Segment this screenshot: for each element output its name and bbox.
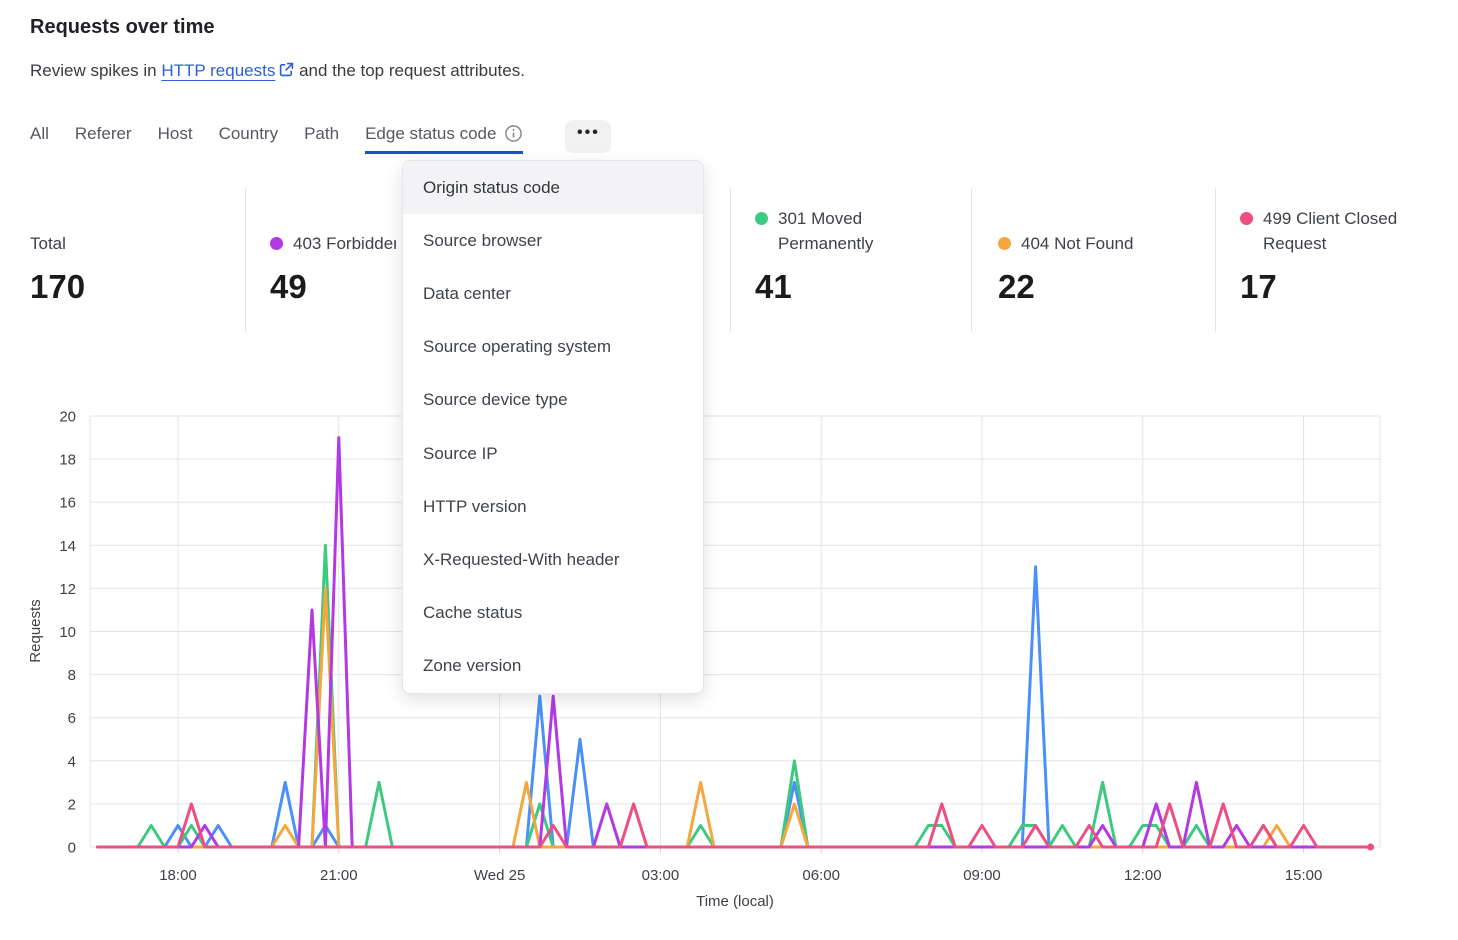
svg-text:14: 14 [59,538,76,555]
svg-text:8: 8 [68,667,76,684]
svg-text:18:00: 18:00 [159,867,197,884]
stat-label: Total [30,234,66,253]
page-title: Requests over time [30,16,215,38]
stat-value: 49 [270,268,307,305]
stat-value: 41 [755,268,792,305]
svg-text:16: 16 [59,495,76,512]
stat-value: 170 [30,268,86,305]
svg-text:12: 12 [59,581,76,598]
info-icon[interactable] [504,124,523,143]
legend-dot-403 [270,237,283,250]
http-requests-link[interactable]: HTTP requests [161,61,276,80]
menu-item-http-version[interactable]: HTTP version [423,496,527,516]
stat-label: 404 Not Found [1021,234,1134,253]
svg-text:Wed 25: Wed 25 [474,867,525,884]
svg-text:6: 6 [68,710,76,727]
more-tabs-button[interactable]: ••• [565,119,612,153]
tab-referer[interactable]: Referer [74,123,132,143]
x-axis-label: Time (local) [696,893,774,910]
stat-label: 301 Moved Permanently [778,209,874,253]
menu-item-data-center[interactable]: Data center [423,283,511,303]
svg-text:2: 2 [68,796,76,813]
external-link-icon [279,62,294,82]
stat-label: 499 Client Closed Request [1263,209,1398,253]
svg-text:20: 20 [59,409,76,426]
subtitle-suffix: and the top request attributes. [294,61,525,80]
divider [1215,188,1216,332]
subtitle: Review spikes in HTTP requests and the t… [30,61,525,82]
menu-item-source-device-type[interactable]: Source device type [423,390,568,410]
tab-path[interactable]: Path [304,123,340,143]
svg-text:21:00: 21:00 [320,867,358,884]
stat-value: 17 [1240,268,1277,305]
tab-country[interactable]: Country [218,123,279,143]
menu-item-x-requested-with-header[interactable]: X-Requested-With header [423,549,620,569]
tab-host[interactable]: Host [157,123,193,143]
stat-card-404-not-found: 404 Not Found 22 [998,196,1188,306]
divider [971,188,972,332]
menu-item-source-ip[interactable]: Source IP [423,443,498,463]
stat-card-301-moved-permanently: 301 Moved Permanently 41 [755,196,935,306]
stats-row: Total 170 403 Forbidden 49 301 Moved Per… [0,188,1458,336]
divider [245,188,246,332]
subtitle-prefix: Review spikes in [30,61,162,80]
svg-text:12:00: 12:00 [1124,867,1162,884]
svg-text:10: 10 [59,624,76,641]
divider [730,188,731,332]
stat-value: 22 [998,268,1035,305]
stat-card-499-client-closed-request: 499 Client Closed Request 17 [1240,196,1435,306]
menu-item-source-browser[interactable]: Source browser [423,230,543,250]
attribute-dropdown-menu: Origin status code Source browser Data c… [402,160,704,694]
svg-text:06:00: 06:00 [802,867,840,884]
svg-text:09:00: 09:00 [963,867,1001,884]
y-axis-label: Requests [27,599,44,662]
stat-card-total: Total 170 [30,196,220,306]
tab-edge-status-code[interactable]: Edge status code [365,118,524,154]
menu-item-origin-status-code[interactable]: Origin status code [403,161,703,215]
svg-text:0: 0 [68,840,76,857]
svg-text:4: 4 [68,753,76,770]
svg-text:03:00: 03:00 [642,867,680,884]
svg-text:18: 18 [59,452,76,469]
stat-label: 403 Forbidden [293,234,396,253]
menu-item-zone-version[interactable]: Zone version [423,656,522,676]
attribute-tabbar: All Referer Host Country Path Edge statu… [30,118,612,154]
legend-dot-499 [1240,212,1253,225]
tab-all[interactable]: All [30,123,49,143]
menu-item-cache-status[interactable]: Cache status [423,603,523,623]
menu-item-source-operating-system[interactable]: Source operating system [423,337,612,357]
svg-text:15:00: 15:00 [1285,867,1323,884]
stat-card-403-forbidden: 403 Forbidden 49 [270,196,396,306]
legend-dot-301 [755,212,768,225]
legend-dot-404 [998,237,1011,250]
